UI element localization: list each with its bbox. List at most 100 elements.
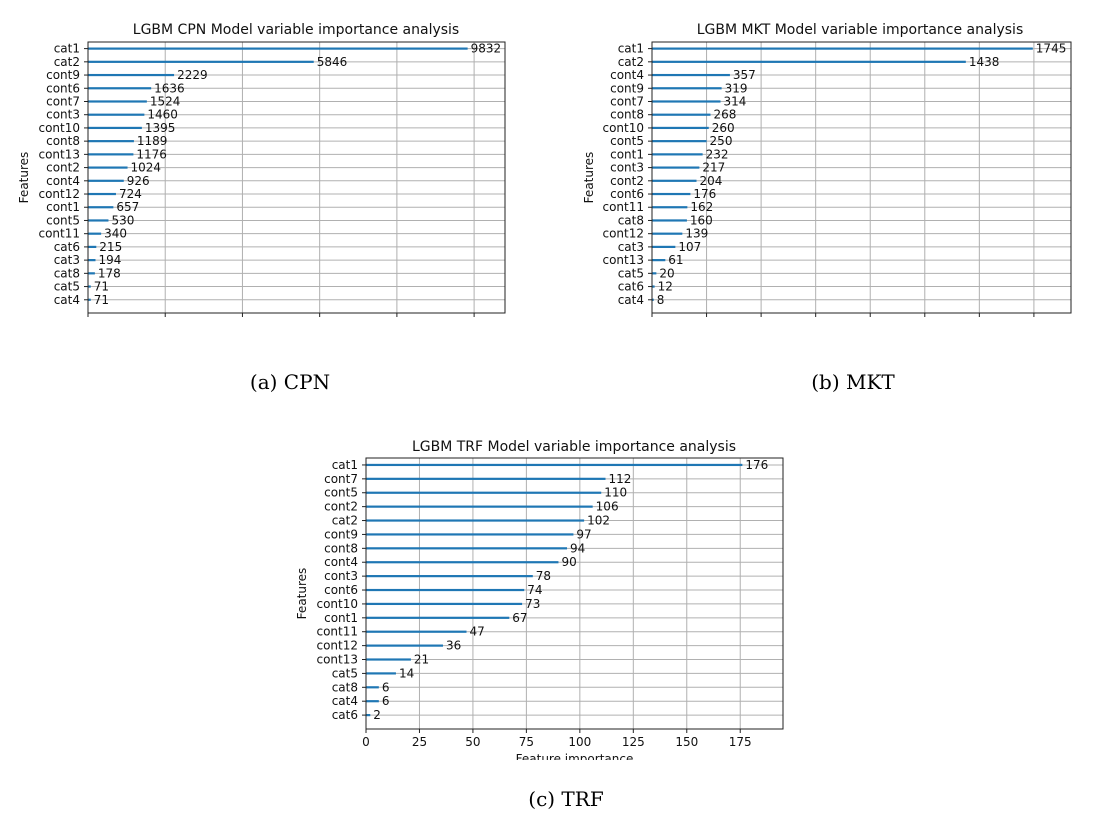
category-label: cont8 (610, 108, 644, 122)
chart-title: LGBM MKT Model variable importance analy… (697, 22, 1024, 38)
category-label: cat2 (54, 55, 80, 69)
category-label: cont5 (46, 213, 80, 227)
value-label: 319 (725, 81, 748, 95)
category-label: cont2 (324, 500, 358, 514)
bar-cat8 (652, 219, 687, 222)
bar-cat1 (652, 47, 1033, 50)
value-label: 232 (706, 147, 729, 161)
category-label: cont5 (610, 134, 644, 148)
value-label: 36 (446, 639, 461, 653)
category-label: cont4 (610, 68, 644, 82)
bar-cont11 (366, 630, 467, 633)
x-axis-label: Feature importance (516, 752, 634, 760)
bar-cont5 (652, 140, 707, 143)
bar-cont13 (652, 259, 666, 262)
y-axis-label: Features (17, 152, 31, 204)
category-label: cont1 (610, 147, 644, 161)
bar-cont7 (652, 100, 721, 103)
x-tick-label: 50 (465, 735, 480, 749)
bar-cat4 (652, 298, 654, 301)
chart-panel-trf: LGBM TRF Model variable importance analy… (280, 420, 810, 760)
x-tick-label: 0 (362, 735, 370, 749)
bar-cat6 (652, 285, 655, 288)
category-label: cont1 (46, 200, 80, 214)
category-label: cont13 (316, 653, 358, 667)
x-tick-label: 0 (84, 319, 92, 320)
value-label: 178 (98, 266, 121, 280)
x-tick-label: 10000 (455, 319, 493, 320)
category-label: cat1 (332, 458, 358, 472)
bar-cont2 (652, 179, 697, 182)
bar-cat3 (652, 245, 676, 249)
bar-cont2 (366, 505, 593, 508)
y-axis-label: Features (295, 568, 309, 620)
value-label: 106 (596, 500, 619, 514)
category-label: cont2 (610, 174, 644, 188)
bar-cont9 (652, 87, 722, 90)
category-label: cat5 (54, 280, 80, 294)
bar-cont10 (366, 602, 523, 606)
bar-cont9 (88, 73, 175, 77)
value-label: 250 (710, 134, 733, 148)
category-label: cont11 (38, 227, 80, 241)
x-tick-label: 1750 (1019, 319, 1050, 320)
category-label: cont10 (38, 121, 80, 135)
x-tick-label: 2000 (150, 319, 181, 320)
bar-cat2 (88, 60, 314, 63)
value-label: 20 (659, 266, 674, 280)
category-label: cont6 (610, 187, 644, 201)
value-label: 21 (414, 653, 429, 667)
bar-cat5 (652, 272, 657, 275)
value-label: 1024 (131, 161, 162, 175)
caption-trf: (c) TRF (528, 787, 604, 811)
bar-cont5 (88, 219, 109, 222)
bar-cat1 (366, 463, 743, 467)
category-label: cont8 (46, 134, 80, 148)
chart-title: LGBM TRF Model variable importance analy… (412, 439, 736, 455)
bar-cont10 (88, 126, 142, 130)
value-label: 217 (702, 161, 725, 175)
value-label: 14 (399, 666, 414, 680)
bar-cont5 (366, 491, 602, 494)
value-label: 12 (658, 280, 673, 294)
x-tick-label: 8000 (382, 319, 413, 320)
category-label: cont11 (316, 625, 358, 639)
value-label: 2229 (177, 68, 208, 82)
chart-panel-cpn: LGBM CPN Model variable importance analy… (0, 0, 551, 320)
bar-cont11 (652, 206, 688, 209)
value-label: 340 (104, 227, 127, 241)
bar-cont12 (652, 232, 683, 235)
value-label: 176 (693, 187, 716, 201)
value-label: 139 (685, 227, 708, 241)
x-tick-label: 1000 (855, 319, 886, 320)
bar-cont10 (652, 126, 709, 130)
value-label: 1745 (1036, 42, 1067, 56)
category-label: cont3 (46, 108, 80, 122)
category-label: cont3 (324, 569, 358, 583)
category-label: cat5 (618, 266, 644, 280)
value-label: 204 (700, 174, 723, 188)
bar-cat8 (88, 272, 95, 275)
bar-cat6 (366, 714, 371, 717)
bar-cont8 (88, 140, 134, 143)
plot-frame (651, 41, 1072, 314)
x-tick-label: 150 (675, 735, 698, 749)
value-label: 260 (712, 121, 735, 135)
category-label: cont8 (324, 541, 358, 555)
bar-cont8 (366, 547, 568, 550)
category-label: cont7 (324, 472, 358, 486)
value-label: 73 (525, 597, 540, 611)
category-label: cont10 (316, 597, 358, 611)
value-label: 530 (111, 213, 134, 227)
value-label: 268 (713, 108, 736, 122)
plot-frame (365, 457, 784, 730)
x-tick-label: 25 (412, 735, 427, 749)
value-label: 1636 (154, 81, 185, 95)
bar-cont7 (88, 100, 147, 103)
value-label: 314 (724, 94, 747, 108)
category-label: cat4 (54, 293, 80, 307)
value-label: 2 (373, 708, 381, 722)
category-label: cat1 (54, 42, 80, 56)
value-label: 78 (536, 569, 551, 583)
bar-cont1 (366, 616, 510, 619)
